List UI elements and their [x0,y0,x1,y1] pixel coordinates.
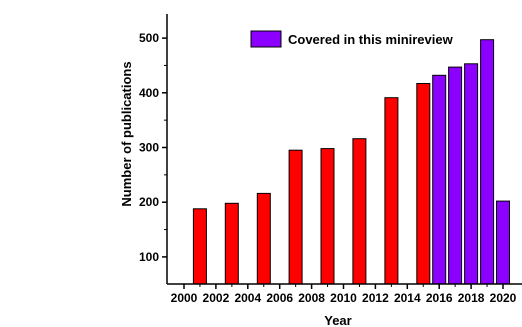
y-axis-title: Number of publications [119,61,134,206]
x-tick-label-2020: 2020 [490,291,517,305]
x-tick-label-2008: 2008 [298,291,325,305]
bar-2011 [352,138,367,285]
x-axis-title: Year [324,313,351,327]
x-tick-label-2004: 2004 [234,291,261,305]
bar-2003 [224,202,239,285]
x-tick-label-2010: 2010 [330,291,357,305]
y-ticks-group: 100 200 300 400 500 [139,31,167,264]
bar-2017 [448,66,463,285]
legend: Covered in this minireview [250,30,454,48]
bar-2013 [384,97,399,285]
legend-label-covered: Covered in this minireview [288,32,454,47]
bar-2019 [480,39,495,285]
x-tick-label-2014: 2014 [394,291,421,305]
bar-2015 [416,83,431,285]
bars-group [192,39,510,285]
bar-2001 [192,208,207,285]
x-tick-label-2000: 2000 [171,291,198,305]
x-tick-label-2016: 2016 [426,291,453,305]
x-ticks-group: 2000 2002 2004 2006 2008 2010 2012 2014 2016 2018… [171,284,517,305]
x-tick-label-2012: 2012 [362,291,389,305]
bar-2009 [320,148,335,285]
legend-swatch-covered [250,30,282,48]
bar-2016 [432,74,447,285]
x-tick-label-2002: 2002 [203,291,230,305]
y-tick-label-500: 500 [139,31,159,45]
bar-2018 [464,63,479,285]
y-tick-label-400: 400 [139,86,159,100]
y-tick-label-100: 100 [139,250,159,264]
bar-2005 [256,192,271,285]
x-tick-label-2006: 2006 [266,291,293,305]
bar-2020 [496,200,510,285]
y-tick-label-200: 200 [139,195,159,209]
x-tick-label-2018: 2018 [458,291,485,305]
y-tick-label-300: 300 [139,141,159,155]
bar-2007 [288,149,303,285]
